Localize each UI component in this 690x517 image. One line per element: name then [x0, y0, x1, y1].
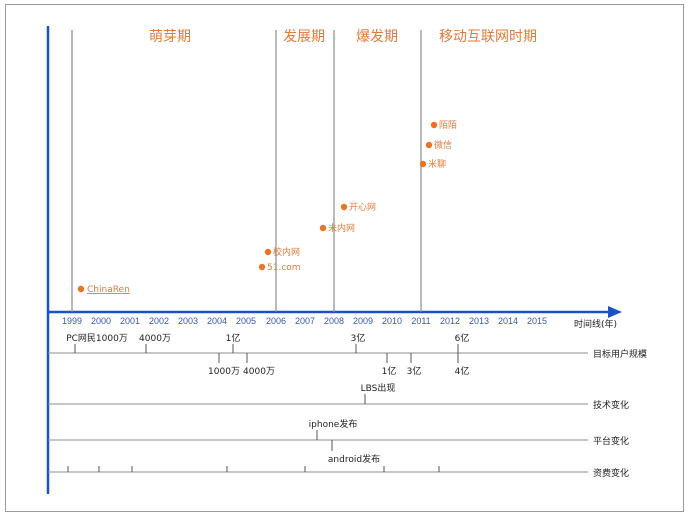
marker-label: PC网民1000万 — [66, 333, 128, 344]
year-label-2013: 2013 — [469, 316, 489, 326]
event-label: 米聊 — [428, 158, 446, 170]
event-label: ChinaRen — [87, 285, 130, 295]
event-dot — [77, 285, 85, 293]
phase-label-seedling: 萌芽期 — [149, 29, 191, 45]
event-51com: 51.com — [258, 263, 301, 273]
phase-label-boom: 爆发期 — [356, 29, 398, 45]
year-label-2002: 2002 — [149, 316, 169, 326]
event-weixin: 微信 — [425, 139, 452, 151]
year-label-2007: 2007 — [295, 316, 315, 326]
row-label: 技术变化 — [593, 399, 629, 411]
time-axis-label: 时间线(年) — [574, 318, 617, 330]
marker-label: android发布 — [328, 453, 380, 465]
year-label-2012: 2012 — [440, 316, 460, 326]
event-dot — [419, 160, 427, 168]
row-label: 目标用户规模 — [593, 348, 647, 360]
event-label: 未内网 — [328, 222, 355, 234]
year-label-2009: 2009 — [353, 316, 373, 326]
row-user-scale: 目标用户规模 PC网民1000万 4000万 1亿 3亿 6亿 1000万 40… — [48, 332, 647, 377]
phase-label-mobile-internet: 移动互联网时期 — [439, 29, 537, 45]
event-dot — [319, 224, 327, 232]
marker-label: 1000万 — [208, 367, 240, 377]
event-momo: 陌陌 — [430, 120, 457, 131]
year-label-2006: 2006 — [266, 316, 286, 326]
year-label-2014: 2014 — [498, 316, 518, 326]
year-label-2004: 2004 — [207, 316, 227, 326]
event-dot — [340, 203, 348, 211]
event-dot — [264, 248, 272, 256]
event-label: 校内网 — [273, 246, 300, 258]
marker-label: 3亿 — [407, 365, 422, 377]
year-label-1999: 1999 — [62, 316, 82, 326]
event-kaixin: 开心网 — [340, 202, 376, 213]
year-label-2000: 2000 — [91, 316, 111, 326]
marker-label: iphone发布 — [309, 418, 358, 430]
event-label: 陌陌 — [439, 120, 457, 131]
marker-label: 1亿 — [226, 332, 241, 344]
marker-label: 4000万 — [243, 367, 275, 377]
row-technology: 技术变化 LBS出现 — [48, 382, 629, 411]
year-label-2001: 2001 — [120, 316, 140, 326]
year-label-2003: 2003 — [178, 316, 198, 326]
event-chinaren: ChinaRen — [77, 285, 130, 295]
marker-label: LBS出现 — [361, 382, 396, 394]
time-axis-arrow-icon — [608, 306, 622, 318]
event-dot — [258, 263, 266, 271]
year-label-2008: 2008 — [324, 316, 344, 326]
diagram-frame — [5, 4, 684, 512]
event-weinei: 未内网 — [319, 222, 355, 234]
year-label-2011: 2011 — [411, 316, 430, 326]
event-xiaonei: 校内网 — [264, 246, 300, 258]
row-platform: 平台变化 iphone发布 android发布 — [48, 418, 629, 465]
marker-label: 4000万 — [139, 334, 171, 344]
event-label: 微信 — [434, 139, 452, 151]
marker-label: 1亿 — [382, 365, 397, 377]
row-label: 平台变化 — [593, 435, 629, 447]
event-label: 51.com — [267, 263, 301, 273]
event-dot — [425, 141, 433, 149]
marker-label: 3亿 — [351, 332, 366, 344]
year-label-2010: 2010 — [382, 316, 402, 326]
year-label-2015: 2015 — [527, 316, 547, 326]
phase-label-development: 发展期 — [283, 29, 325, 45]
marker-label: 6亿 — [455, 332, 470, 344]
row-label: 资费变化 — [593, 467, 629, 479]
row-tariff: 资费变化 — [48, 466, 629, 479]
year-label-2005: 2005 — [236, 316, 256, 326]
event-label: 开心网 — [349, 202, 376, 213]
event-miliao: 米聊 — [419, 158, 446, 170]
marker-label: 4亿 — [455, 365, 470, 377]
event-dot — [430, 121, 438, 129]
